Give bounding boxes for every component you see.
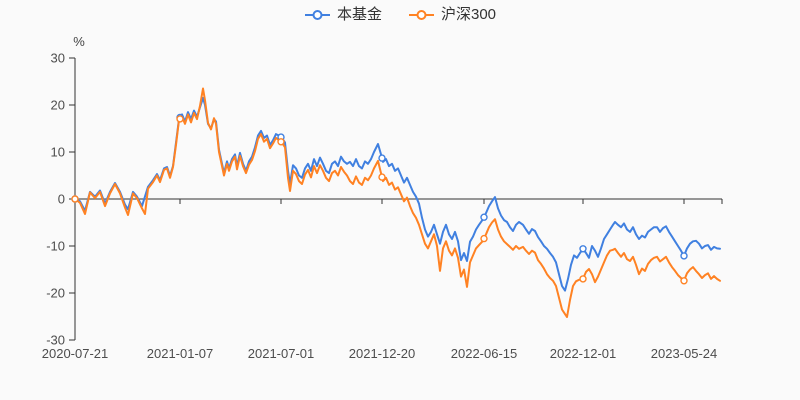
y-tick-label: 0: [58, 192, 65, 207]
y-tick-label: 30: [51, 51, 65, 66]
legend-item-csi300[interactable]: 沪深300: [408, 5, 496, 25]
x-tick-label: 2022-06-15: [451, 346, 518, 361]
fund-marker: [579, 245, 587, 253]
y-axis-unit-label: %: [73, 34, 85, 49]
legend: 本基金 沪深300: [0, 5, 800, 25]
x-tick-label: 2022-12-01: [550, 346, 617, 361]
y-tick-label: -20: [46, 286, 65, 301]
y-tick-label: -30: [46, 333, 65, 348]
legend-item-fund[interactable]: 本基金: [304, 5, 382, 25]
line-circle-icon: [304, 10, 330, 20]
csi300-marker: [277, 138, 285, 146]
csi300-marker: [680, 277, 688, 285]
line-circle-icon: [408, 10, 434, 20]
legend-label-csi300: 沪深300: [440, 6, 497, 23]
fund-marker: [378, 154, 386, 162]
fund-line[interactable]: [74, 96, 721, 292]
csi300-marker: [378, 173, 386, 181]
x-tick-label: 2021-12-20: [349, 346, 416, 361]
y-tick-label: 20: [51, 98, 65, 113]
fund-marker: [680, 252, 688, 260]
legend-label-fund: 本基金: [336, 6, 382, 23]
x-tick-label: 2021-01-07: [147, 346, 214, 361]
fund-marker: [480, 213, 488, 221]
y-tick-label: 10: [51, 145, 65, 160]
csi300-line[interactable]: [74, 87, 721, 318]
x-tick-label: 2023-05-24: [651, 346, 718, 361]
csi300-marker: [579, 275, 587, 283]
y-tick-label: -10: [46, 239, 65, 254]
csi300-marker: [71, 195, 79, 203]
csi300-marker: [480, 234, 488, 243]
x-tick-label: 2021-07-01: [248, 346, 315, 361]
x-tick-label: 2020-07-21: [42, 346, 109, 361]
csi300-marker: [176, 115, 184, 123]
